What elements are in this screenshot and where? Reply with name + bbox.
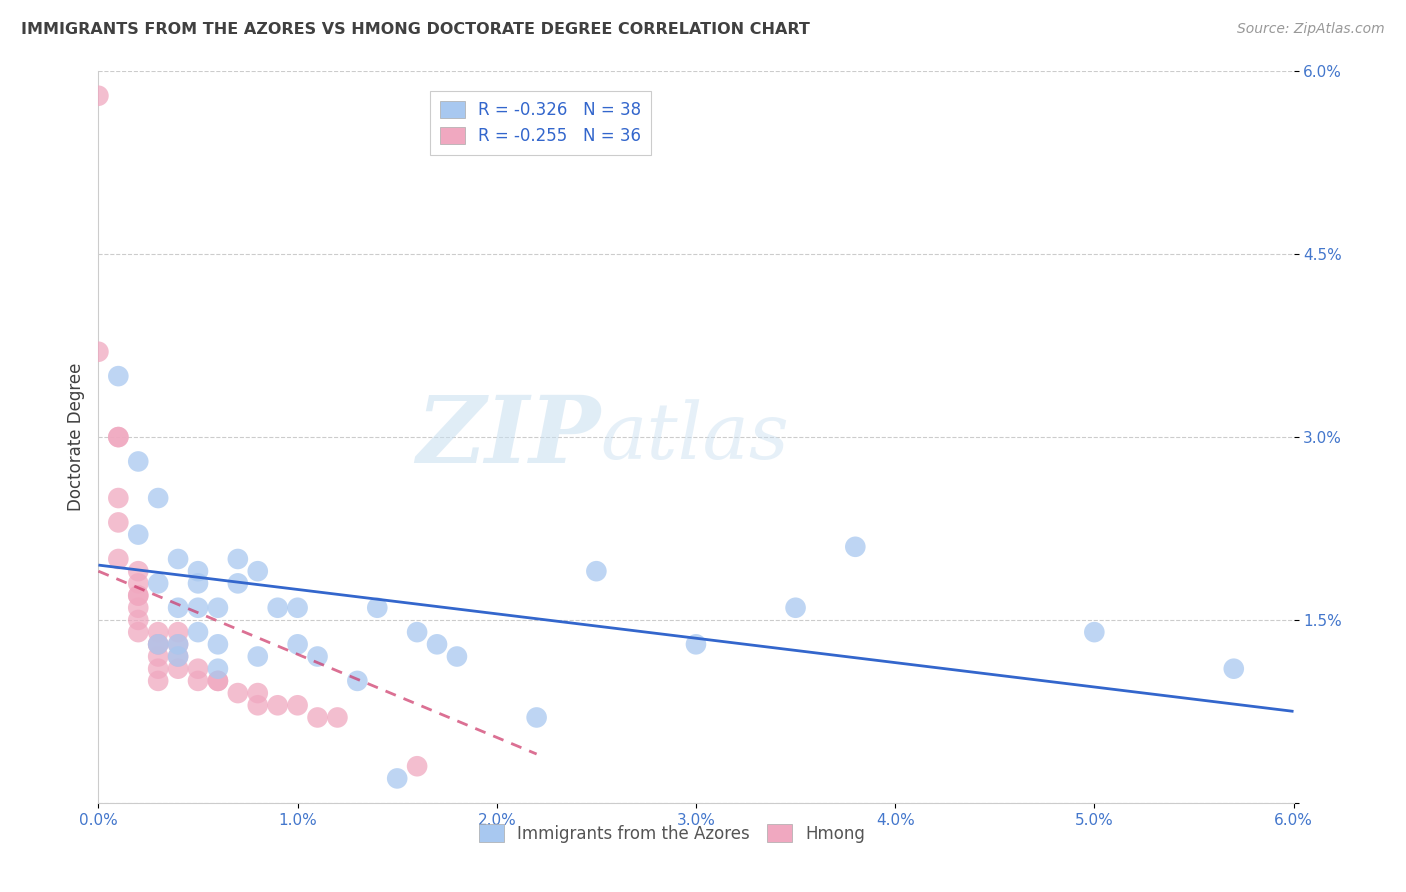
Point <box>326 710 349 724</box>
Text: atlas: atlas <box>600 399 789 475</box>
Point <box>187 576 209 591</box>
Point <box>1223 662 1246 676</box>
Point <box>267 698 290 713</box>
Point <box>148 649 170 664</box>
Point <box>107 430 129 444</box>
Point <box>287 637 309 651</box>
Point <box>167 649 190 664</box>
Point <box>207 673 229 688</box>
Point <box>1083 625 1105 640</box>
Point <box>187 564 209 578</box>
Point <box>167 637 190 651</box>
Point <box>287 698 309 713</box>
Point <box>148 637 170 651</box>
Point <box>107 430 129 444</box>
Point <box>148 637 170 651</box>
Point <box>267 600 290 615</box>
Point <box>167 552 190 566</box>
Point <box>107 491 129 505</box>
Point <box>107 516 129 530</box>
Text: Source: ZipAtlas.com: Source: ZipAtlas.com <box>1237 22 1385 37</box>
Point <box>148 637 170 651</box>
Point <box>685 637 707 651</box>
Point <box>87 344 110 359</box>
Point <box>127 589 149 603</box>
Point <box>406 625 429 640</box>
Point <box>246 698 269 713</box>
Point <box>127 600 149 615</box>
Point <box>127 454 149 468</box>
Point <box>366 600 388 615</box>
Point <box>207 662 229 676</box>
Point <box>87 88 110 103</box>
Point <box>287 600 309 615</box>
Point <box>307 710 329 724</box>
Point <box>785 600 807 615</box>
Point <box>446 649 468 664</box>
Point <box>127 576 149 591</box>
Point <box>226 552 249 566</box>
Point <box>226 686 249 700</box>
Point <box>187 625 209 640</box>
Legend: Immigrants from the Azores, Hmong: Immigrants from the Azores, Hmong <box>472 818 872 849</box>
Point <box>148 625 170 640</box>
Point <box>148 662 170 676</box>
Point <box>246 686 269 700</box>
Point <box>385 772 409 786</box>
Point <box>246 649 269 664</box>
Point <box>127 625 149 640</box>
Point <box>526 710 548 724</box>
Point <box>207 637 229 651</box>
Point <box>207 673 229 688</box>
Text: IMMIGRANTS FROM THE AZORES VS HMONG DOCTORATE DEGREE CORRELATION CHART: IMMIGRANTS FROM THE AZORES VS HMONG DOCT… <box>21 22 810 37</box>
Point <box>187 673 209 688</box>
Point <box>844 540 866 554</box>
Point <box>346 673 368 688</box>
Point <box>187 600 209 615</box>
Point <box>226 576 249 591</box>
Point <box>187 662 209 676</box>
Point <box>107 552 129 566</box>
Point <box>127 564 149 578</box>
Point <box>148 491 170 505</box>
Point <box>148 576 170 591</box>
Point <box>406 759 429 773</box>
Point <box>207 600 229 615</box>
Point <box>426 637 449 651</box>
Point <box>585 564 607 578</box>
Point <box>167 662 190 676</box>
Point <box>167 600 190 615</box>
Point <box>167 625 190 640</box>
Text: ZIP: ZIP <box>416 392 600 482</box>
Point <box>148 673 170 688</box>
Point <box>246 564 269 578</box>
Point <box>127 589 149 603</box>
Point <box>307 649 329 664</box>
Point <box>167 637 190 651</box>
Point <box>107 369 129 384</box>
Point <box>127 527 149 541</box>
Point <box>167 649 190 664</box>
Y-axis label: Doctorate Degree: Doctorate Degree <box>66 363 84 511</box>
Point <box>127 613 149 627</box>
